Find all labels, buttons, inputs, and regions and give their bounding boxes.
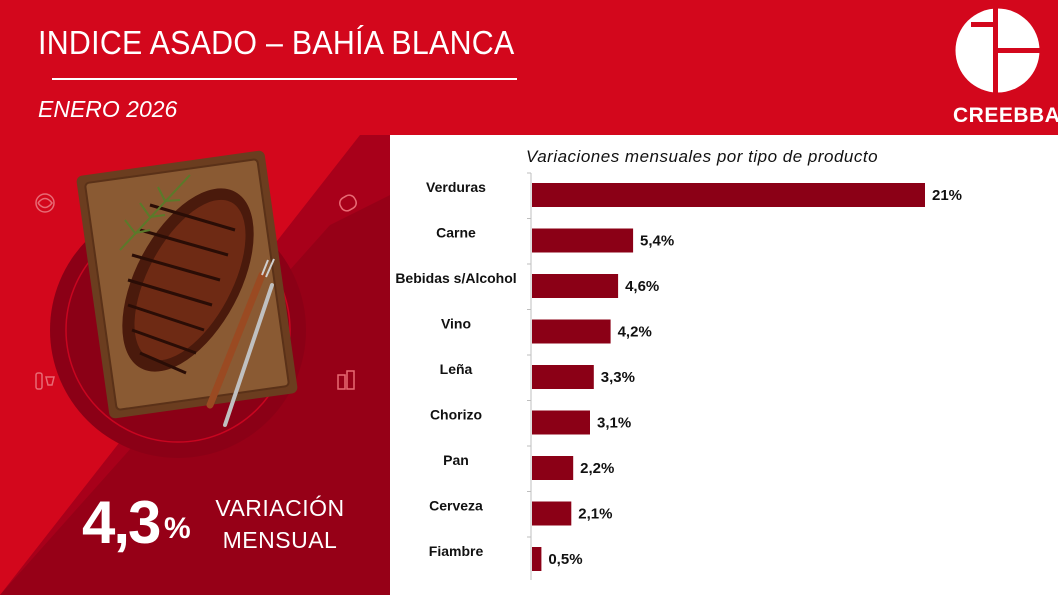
title-divider [52, 78, 517, 80]
category-label: Bebidas s/Alcohol [395, 270, 516, 286]
category-label: Pan [443, 452, 469, 468]
bar [532, 365, 594, 389]
drinks-icon [337, 370, 355, 390]
bottle-glass-icon [35, 372, 55, 390]
category-label: Leña [440, 361, 473, 377]
bar-value-label: 2,2% [580, 460, 614, 477]
leaf-icon [35, 193, 55, 213]
bar-value-label: 0,5% [548, 551, 582, 568]
bar-value-label: 5,4% [640, 233, 674, 250]
bar-value-label: 21% [932, 187, 962, 204]
summary-label: VARIACIÓN MENSUAL [212, 492, 348, 556]
summary-label-line2: MENSUAL [222, 527, 338, 553]
bar-value-label: 4,2% [618, 324, 652, 341]
category-label: Carne [436, 225, 476, 241]
bar [532, 547, 542, 571]
category-label: Chorizo [430, 407, 482, 423]
page-title: INDICE ASADO – BAHÍA BLANCA [38, 24, 515, 61]
summary-unit: % [164, 512, 191, 545]
logo-text: CREEBBA [953, 104, 1058, 127]
summary-label-line1: VARIACIÓN [215, 495, 345, 521]
category-label: Fiambre [429, 543, 484, 559]
bar [532, 274, 619, 298]
page-subtitle: ENERO 2026 [38, 96, 178, 122]
bar [532, 319, 611, 344]
category-label: Cerveza [429, 498, 483, 514]
bar [532, 410, 590, 435]
chart-panel: Variaciones mensuales por tipo de produc… [390, 135, 1058, 595]
category-label: Vino [441, 316, 471, 332]
bar [532, 228, 634, 253]
summary-value: 4,3 [82, 489, 161, 556]
left-decoration [0, 135, 390, 595]
bar-value-label: 3,1% [597, 415, 631, 432]
bar-value-label: 2,1% [578, 506, 612, 523]
bar [532, 183, 925, 207]
bar [532, 456, 574, 480]
sausage-icon [339, 194, 357, 212]
category-label: Verduras [426, 179, 486, 195]
creebba-logo-icon [955, 8, 1040, 93]
bar-value-label: 4,6% [625, 278, 659, 295]
bar [532, 501, 572, 526]
bar-value-label: 3,3% [601, 369, 635, 386]
left-panel [0, 135, 390, 595]
bar-chart: Verduras 21% Carne 5,4% Bebidas s/Alcohol 4,6… [395, 172, 962, 580]
chart-title: Variaciones mensuales por tipo de produc… [526, 147, 879, 166]
